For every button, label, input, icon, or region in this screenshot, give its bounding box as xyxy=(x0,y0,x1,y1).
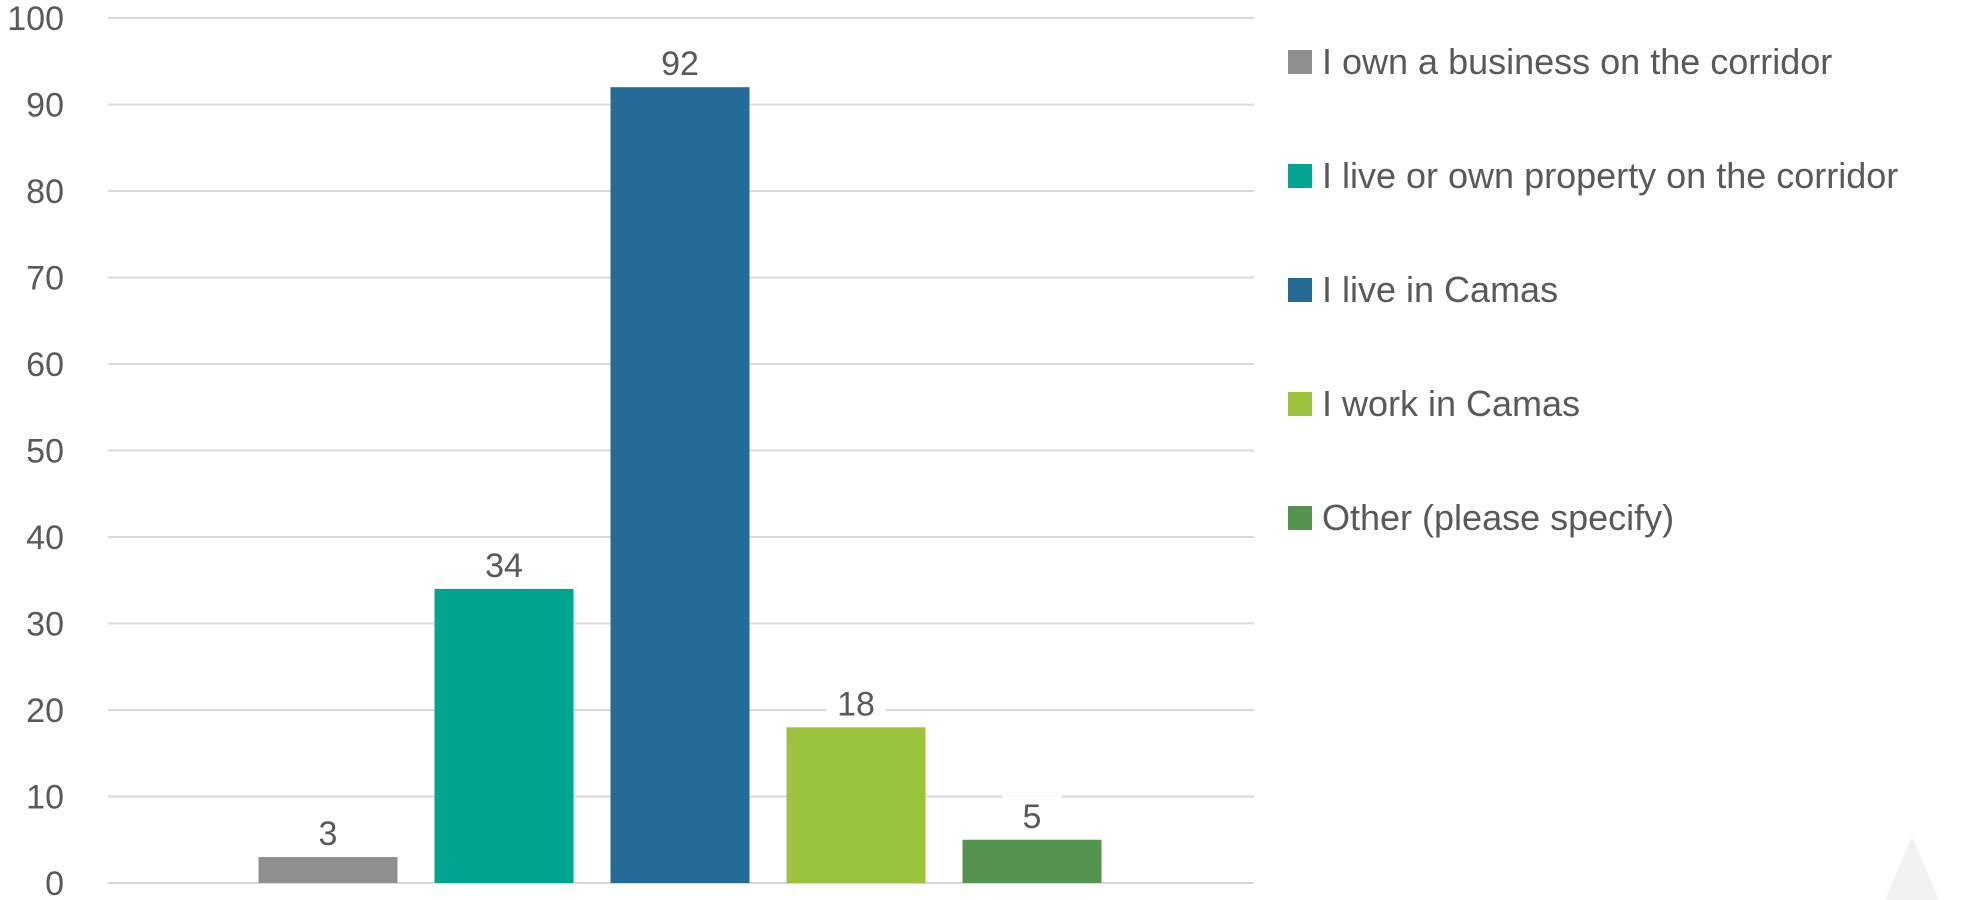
bars xyxy=(258,87,1102,883)
y-tick-label: 60 xyxy=(26,346,64,384)
legend-entry-4: I work in Camas xyxy=(1322,383,1580,424)
data-label-backing xyxy=(474,544,534,581)
data-label-5: 5 xyxy=(1023,798,1042,836)
data-label-backing xyxy=(298,813,358,850)
bar-4 xyxy=(786,727,926,883)
y-tick-label: 80 xyxy=(26,173,64,211)
legend-swatch-1 xyxy=(1288,50,1312,74)
bar-5 xyxy=(962,839,1102,883)
legend-swatch-2 xyxy=(1288,164,1312,188)
legend-swatch-5 xyxy=(1288,506,1312,530)
y-tick-label: 70 xyxy=(26,260,64,298)
data-label-3: 92 xyxy=(661,45,699,83)
data-label-1: 3 xyxy=(319,815,338,853)
legend: I own a business on the corridor I live o… xyxy=(1288,41,1898,538)
y-tick-label: 40 xyxy=(26,519,64,557)
bar-1 xyxy=(258,857,398,883)
legend-swatch-4 xyxy=(1288,392,1312,416)
y-tick-label: 0 xyxy=(45,865,64,900)
legend-swatch-3 xyxy=(1288,278,1312,302)
y-tick-label: 90 xyxy=(26,87,64,125)
data-label-backing xyxy=(1002,795,1062,832)
y-tick-label: 50 xyxy=(26,433,64,471)
data-label-backing xyxy=(650,43,710,80)
legend-entry-5: Other (please specify) xyxy=(1322,497,1674,538)
bar-3 xyxy=(610,87,750,883)
bar-2 xyxy=(434,588,574,883)
corner-triangle-icon xyxy=(1885,836,1939,900)
legend-entry-2: I live or own property on the corridor xyxy=(1322,155,1898,196)
y-axis-tick-labels: 0 10 20 30 40 50 60 70 80 90 100 xyxy=(7,0,64,900)
y-tick-label: 10 xyxy=(26,779,64,817)
legend-entry-1: I own a business on the corridor xyxy=(1322,41,1832,82)
y-tick-label: 100 xyxy=(7,0,64,38)
y-tick-label: 20 xyxy=(26,692,64,730)
data-label-4: 18 xyxy=(837,685,875,723)
data-labels: 3 34 92 18 5 xyxy=(298,43,1062,853)
legend-entry-3: I live in Camas xyxy=(1322,269,1558,310)
data-label-2: 34 xyxy=(485,547,523,585)
y-tick-label: 30 xyxy=(26,606,64,644)
data-label-backing xyxy=(826,683,886,720)
